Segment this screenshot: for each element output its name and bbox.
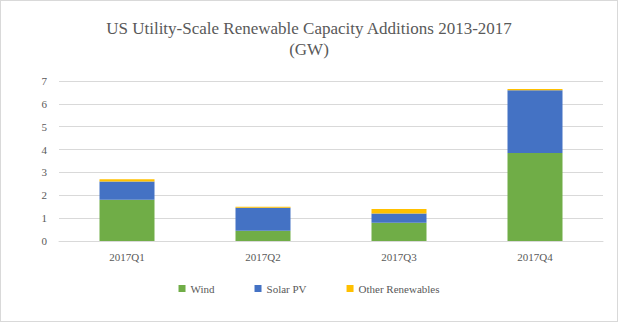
svg-text:2017Q1: 2017Q1 [109, 251, 144, 263]
svg-text:4: 4 [42, 144, 48, 156]
svg-text:2017Q4: 2017Q4 [517, 251, 553, 263]
svg-text:2: 2 [42, 189, 48, 201]
svg-text:2017Q2: 2017Q2 [245, 251, 280, 263]
svg-text:Wind: Wind [191, 283, 215, 295]
svg-text:2017Q3: 2017Q3 [381, 251, 417, 263]
svg-text:(GW): (GW) [289, 40, 329, 59]
svg-text:Solar PV: Solar PV [267, 283, 307, 295]
svg-text:US Utility-Scale Renewable Cap: US Utility-Scale Renewable Capacity Addi… [106, 19, 512, 38]
svg-text:Other Renewables: Other Renewables [359, 283, 440, 295]
svg-text:3: 3 [42, 166, 48, 178]
svg-text:0: 0 [42, 235, 48, 247]
svg-text:7: 7 [42, 75, 48, 87]
svg-text:5: 5 [42, 121, 48, 133]
svg-text:1: 1 [42, 212, 48, 224]
svg-text:6: 6 [42, 98, 48, 110]
